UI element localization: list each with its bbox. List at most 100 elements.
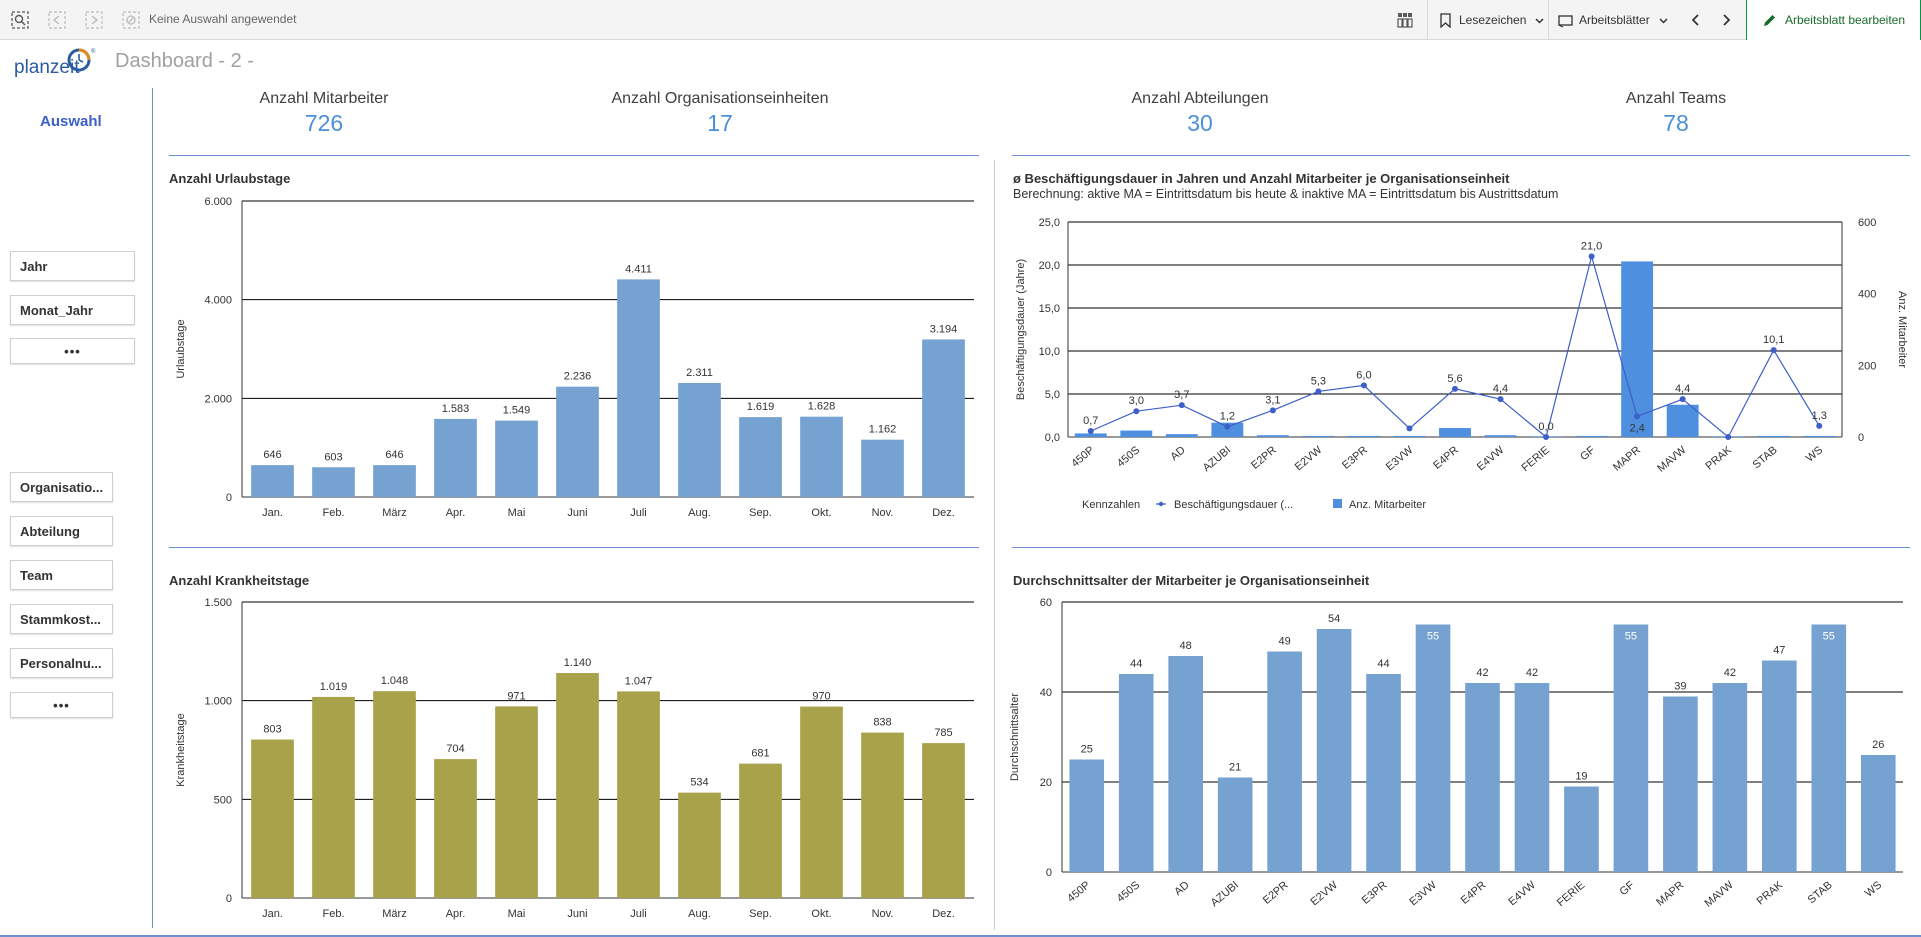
data-label: 3.194 xyxy=(930,323,958,335)
data-label: 1.162 xyxy=(869,424,897,436)
x-tick-label: E2PR xyxy=(1261,879,1291,907)
bar xyxy=(1316,629,1352,872)
kpi-abteilungen[interactable]: Anzahl Abteilungen 30 xyxy=(1100,90,1300,137)
bar xyxy=(1168,656,1203,872)
x-tick-label: Dez. xyxy=(932,908,955,920)
kpi-organisationseinheiten[interactable]: Anzahl Organisationseinheiten 17 xyxy=(570,90,870,137)
x-tick-label: März xyxy=(382,908,406,920)
y-tick-label: 20 xyxy=(1040,777,1052,789)
data-label: 3,0 xyxy=(1129,395,1144,407)
chart-title-durchschnittsalter: Durchschnittsalter der Mitarbeiter je Or… xyxy=(1013,573,1370,588)
filter-jahr[interactable]: Jahr xyxy=(10,251,135,281)
chart-krankheitstage[interactable]: 0 500 1.000 1.500 Krankheitstage 803 Jan. 1.019… xyxy=(169,592,984,932)
x-tick-label: 450S xyxy=(1115,879,1142,905)
legend-bar-swatch xyxy=(1333,499,1342,508)
section-divider xyxy=(169,547,979,548)
data-label: 681 xyxy=(751,748,769,760)
edit-sheet-button[interactable]: Arbeitsblatt bearbeiten xyxy=(1746,0,1921,40)
clear-selections-icon[interactable] xyxy=(119,8,143,32)
line-point xyxy=(1269,407,1276,414)
bookmarks-button[interactable]: Lesezeichen xyxy=(1438,0,1547,40)
next-sheet-icon[interactable] xyxy=(1714,8,1738,32)
bar xyxy=(1666,404,1699,437)
previous-sheet-icon[interactable] xyxy=(1684,8,1708,32)
bar xyxy=(1803,435,1836,437)
data-label: 0,7 xyxy=(1083,415,1098,427)
x-tick-label: E2VW xyxy=(1293,444,1325,474)
x-tick-label: 450P xyxy=(1069,444,1096,470)
step-forward-icon[interactable] xyxy=(82,8,106,32)
bar xyxy=(373,465,416,497)
chart-beschaeftigungsdauer[interactable]: 0,0 5,0 10,0 15,0 20,0 25,0 0 200 400 600 Beschäft… xyxy=(1010,205,1915,525)
x-tick-label: Apr. xyxy=(446,507,466,519)
x-tick-label: Feb. xyxy=(322,908,344,920)
data-label: 4.411 xyxy=(625,263,652,275)
legend-item-label: Beschäftigungsdauer (... xyxy=(1174,499,1293,511)
filter-team[interactable]: Team xyxy=(10,560,113,590)
more-label: ••• xyxy=(53,697,70,713)
bar xyxy=(1118,674,1154,872)
toolbar: Keine Auswahl angewendet Lesezeichen Arb… xyxy=(0,0,1921,40)
y-tick-label: 1.500 xyxy=(204,597,232,609)
smart-search-icon[interactable] xyxy=(8,8,32,32)
filter-label: Abteilung xyxy=(20,523,80,539)
y2-tick-label: 0 xyxy=(1858,432,1864,444)
more-filters-button[interactable]: ••• xyxy=(10,692,113,718)
data-label: 5,3 xyxy=(1311,375,1326,387)
step-back-icon[interactable] xyxy=(45,8,69,32)
data-label: 55 xyxy=(1625,631,1637,643)
bar xyxy=(1302,435,1335,437)
bar xyxy=(1211,422,1244,437)
line-point xyxy=(1543,434,1550,440)
chevron-down-icon xyxy=(1659,17,1668,24)
x-tick-label: E2PR xyxy=(1249,444,1279,472)
data-label: 1.048 xyxy=(381,675,409,687)
bar xyxy=(1348,435,1380,437)
x-tick-label: E3PR xyxy=(1340,444,1370,472)
data-label: 44 xyxy=(1130,658,1142,670)
x-tick-label: E2VW xyxy=(1308,879,1340,909)
line-point xyxy=(1816,422,1823,429)
data-label: 646 xyxy=(385,449,403,461)
sheets-button[interactable]: Arbeitsblätter xyxy=(1558,0,1671,40)
bar xyxy=(1393,435,1426,437)
bar xyxy=(1564,786,1599,872)
kpi-label: Anzahl Mitarbeiter xyxy=(259,90,389,107)
bar xyxy=(1217,777,1253,872)
x-tick-label: Juli xyxy=(630,507,647,519)
filter-abteilung[interactable]: Abteilung xyxy=(10,516,113,546)
kpi-mitarbeiter[interactable]: Anzahl Mitarbeiter 726 xyxy=(224,90,424,137)
filter-organisationseinheit[interactable]: Organisatio... xyxy=(10,472,113,502)
x-tick-label: E4PR xyxy=(1431,444,1461,472)
x-tick-label: E4VW xyxy=(1475,444,1507,474)
data-label: 1,2 xyxy=(1220,411,1235,423)
chart-title-krankheitstage: Anzahl Krankheitstage xyxy=(169,573,310,588)
series-line xyxy=(1090,254,1820,439)
chart-urlaubstage[interactable]: 0 2.000 4.000 6.000 Urlaubstage 646 Jan. 603 Feb… xyxy=(169,190,984,535)
kpi-value: 726 xyxy=(304,110,344,136)
kpi-value: 17 xyxy=(707,110,733,136)
chart-durchschnittsalter[interactable]: 0 20 40 60 Durchschnittsalter 25 450P 44 450S 48 A… xyxy=(1009,592,1915,932)
x-tick-label: STAB xyxy=(1751,444,1780,471)
data-label: 2,4 xyxy=(1629,422,1644,434)
planzeit-logo: planzeit ® xyxy=(14,45,96,79)
y-axis-label: Krankheitstage xyxy=(175,713,187,786)
bar xyxy=(1811,624,1847,872)
kpi-teams[interactable]: Anzahl Teams 78 xyxy=(1576,90,1776,137)
more-filters-button[interactable]: ••• xyxy=(10,338,135,364)
filter-personalnummer[interactable]: Personalnu... xyxy=(10,648,113,678)
y-tick-label: 0 xyxy=(226,893,232,905)
data-label: 838 xyxy=(873,717,891,729)
kpi-value: 78 xyxy=(1663,110,1689,136)
svg-text:®: ® xyxy=(91,48,96,55)
filter-stammkostenstelle[interactable]: Stammkost... xyxy=(10,604,113,634)
grid-view-icon[interactable] xyxy=(1393,8,1417,32)
x-tick-label: 450P xyxy=(1065,879,1092,905)
line-point xyxy=(1178,402,1185,409)
bar xyxy=(1575,435,1608,437)
selection-status: Keine Auswahl angewendet xyxy=(149,12,297,26)
chart-title-urlaubstage: Anzahl Urlaubstage xyxy=(169,171,291,186)
section-divider xyxy=(1012,547,1910,548)
filter-monat-jahr[interactable]: Monat_Jahr xyxy=(10,295,135,325)
line-point xyxy=(1224,423,1231,430)
